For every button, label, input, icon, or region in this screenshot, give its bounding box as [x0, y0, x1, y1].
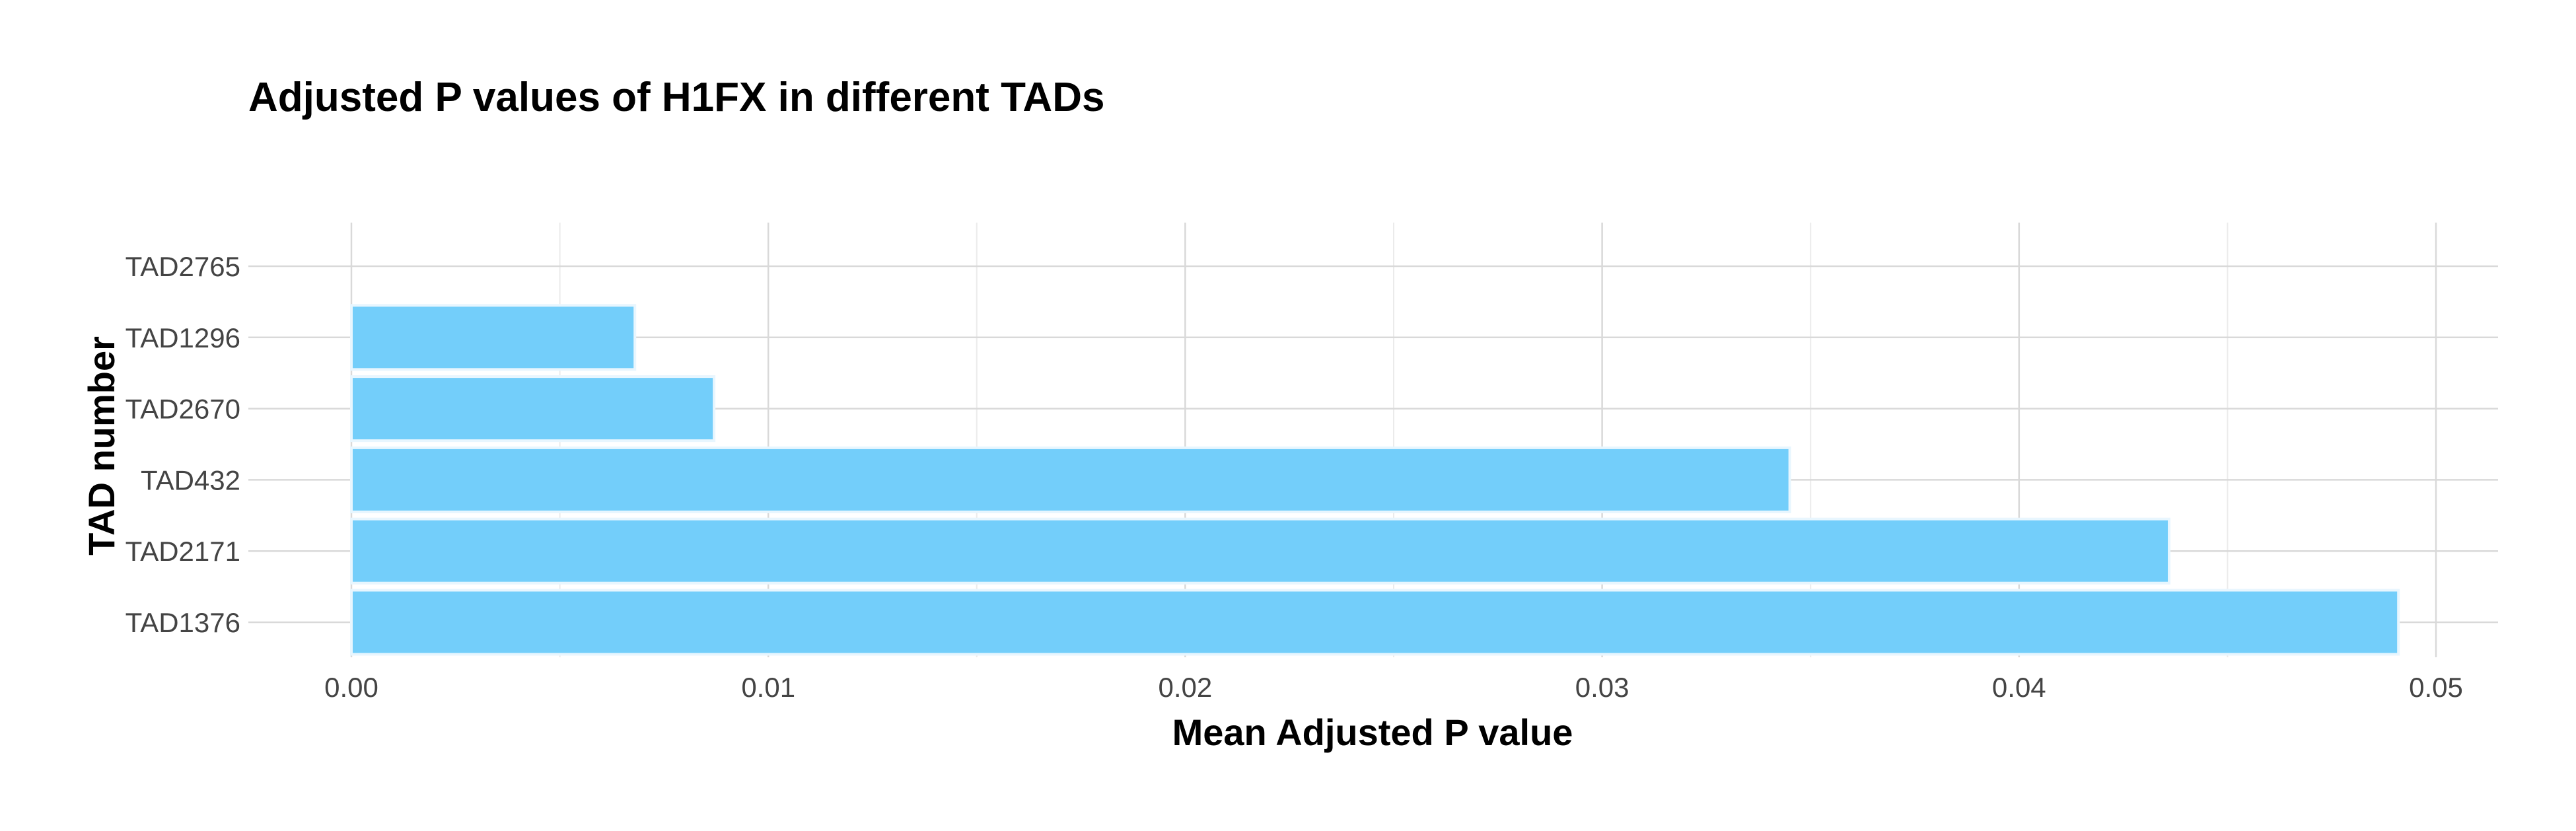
x-tick-labels: 0.00 0.01 0.02 0.03 0.04 0.05: [324, 672, 2463, 703]
y-tick-labels: TAD1376 TAD2171 TAD432 TAD2670 TAD1296 TAD276…: [125, 251, 240, 638]
y-tick-label: TAD2171: [125, 536, 240, 567]
bar-tad1296: [350, 304, 637, 371]
x-tick-label: 0.01: [741, 672, 795, 703]
bar-tad1376: [350, 589, 2400, 656]
y-tick-label: TAD1296: [125, 322, 240, 353]
x-tick-label: 0.04: [1992, 672, 2046, 703]
y-axis-title: TAD number: [81, 336, 122, 556]
y-tick-label: TAD2765: [125, 251, 240, 282]
y-tick-label: TAD1376: [125, 607, 240, 638]
x-tick-label: 0.05: [2409, 672, 2463, 703]
x-axis-title: Mean Adjusted P value: [1172, 711, 1573, 753]
x-tick-label: 0.03: [1575, 672, 1629, 703]
bars-layer: [350, 304, 2400, 656]
x-tick-label: 0.02: [1159, 672, 1213, 703]
y-tick-label: TAD2670: [125, 394, 240, 425]
x-tick-label: 0.00: [324, 672, 378, 703]
chart-title: Adjusted P values of H1FX in different T…: [248, 75, 1104, 120]
bar-tad2171: [350, 517, 2171, 585]
bar-tad2670: [350, 375, 716, 443]
y-tick-label: TAD432: [141, 464, 240, 495]
bar-tad432: [350, 446, 1791, 513]
